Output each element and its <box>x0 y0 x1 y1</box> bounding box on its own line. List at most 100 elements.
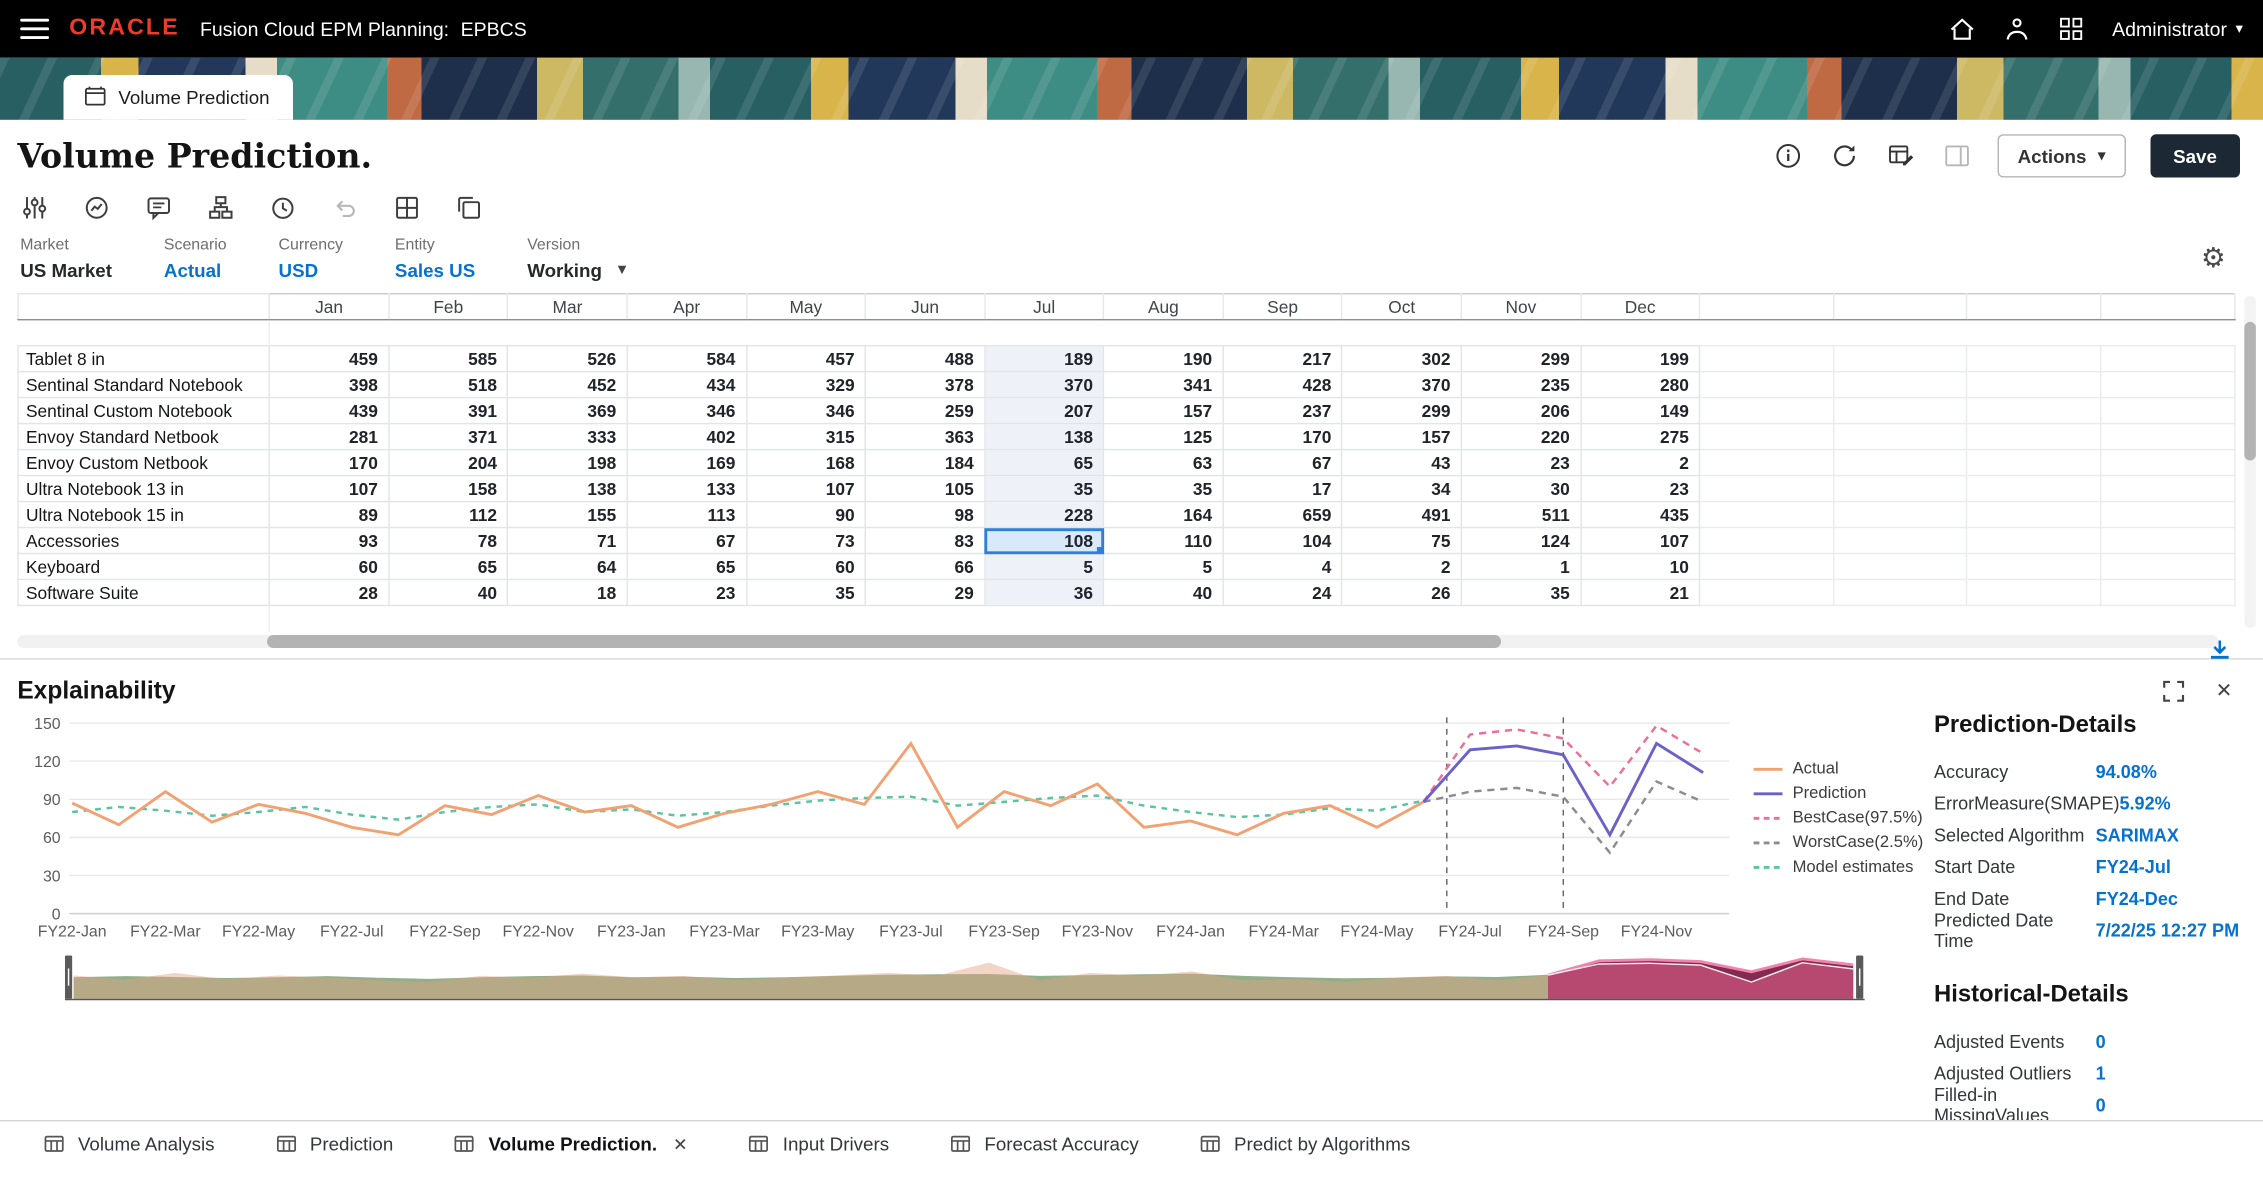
grid-cell[interactable]: 585 <box>387 344 509 373</box>
grid-cell[interactable]: 184 <box>864 448 986 477</box>
grid-cell[interactable]: 302 <box>1341 344 1463 373</box>
grid-cell[interactable]: 1 <box>1460 552 1582 581</box>
grid-cell[interactable]: 112 <box>387 500 509 529</box>
home-icon[interactable] <box>1948 14 1977 43</box>
grid-cell-empty[interactable] <box>2100 500 2236 529</box>
grid-cell[interactable]: 439 <box>268 396 390 425</box>
grid-cell[interactable]: 435 <box>1579 500 1701 529</box>
grid-cell[interactable]: 280 <box>1579 370 1701 399</box>
grid-cell-empty[interactable] <box>2100 370 2236 399</box>
bottom-tab-volume-analysis[interactable]: Volume Analysis <box>43 1133 215 1155</box>
grid-cell-empty[interactable] <box>1966 396 2102 425</box>
grid-cell-empty[interactable] <box>1832 370 1968 399</box>
grid-cell[interactable]: 36 <box>983 578 1105 607</box>
grid-cell[interactable]: 29 <box>864 578 986 607</box>
pov-scenario[interactable]: Scenario Actual <box>164 237 227 282</box>
grid-cell[interactable]: 398 <box>268 370 390 399</box>
row-header[interactable]: Software Suite <box>17 578 271 607</box>
grid-cell[interactable]: 457 <box>745 344 867 373</box>
grid-cell[interactable]: 40 <box>1103 578 1224 607</box>
grid-cell[interactable]: 60 <box>745 552 867 581</box>
grid-cell[interactable]: 65 <box>983 448 1105 477</box>
pov-currency[interactable]: Currency USD <box>279 237 343 282</box>
bottom-tab-volume-prediction[interactable]: Volume Prediction. ✕ <box>454 1133 688 1155</box>
grid-cell[interactable]: 89 <box>268 500 390 529</box>
grid-cell-empty[interactable] <box>1699 448 1835 477</box>
grid-cell[interactable]: 329 <box>745 370 867 399</box>
grid-cell[interactable]: 60 <box>268 552 390 581</box>
pov-entity[interactable]: Entity Sales US <box>395 237 475 282</box>
user-menu[interactable]: Administrator ▾ <box>2112 18 2243 40</box>
grid-cell[interactable]: 363 <box>864 422 986 451</box>
grid-cell[interactable]: 35 <box>1460 578 1582 607</box>
grid-cell-empty[interactable] <box>1832 396 1968 425</box>
grid-edit-icon[interactable] <box>1885 140 1917 172</box>
grid-cell[interactable]: 35 <box>1103 474 1224 503</box>
grid-cell-empty[interactable] <box>1832 578 1968 607</box>
grid-cell[interactable]: 71 <box>507 526 628 555</box>
grid-cell[interactable]: 98 <box>864 500 986 529</box>
grid-cell[interactable]: 198 <box>507 448 628 477</box>
grid-cell[interactable]: 78 <box>387 526 509 555</box>
bottom-tab-input-drivers[interactable]: Input Drivers <box>748 1133 889 1155</box>
grid-cell-empty[interactable] <box>2100 578 2236 607</box>
grid-cell[interactable]: 157 <box>1103 396 1224 425</box>
grid-cell-empty[interactable] <box>1699 578 1835 607</box>
grid-cell-empty[interactable] <box>1699 422 1835 451</box>
navigator-menu-button[interactable] <box>20 18 50 39</box>
grid-cell[interactable]: 584 <box>626 344 747 373</box>
grid-cell[interactable]: 259 <box>864 396 986 425</box>
grid-cell[interactable]: 23 <box>1460 448 1582 477</box>
grid-cell-empty[interactable] <box>1699 370 1835 399</box>
grid-cell[interactable]: 371 <box>387 422 509 451</box>
grid-cell[interactable]: 5 <box>1103 552 1224 581</box>
grid-cell[interactable]: 299 <box>1341 396 1463 425</box>
grid-cell[interactable]: 17 <box>1222 474 1343 503</box>
range-handle-left[interactable] <box>64 954 73 999</box>
grid-cell[interactable]: 434 <box>626 370 747 399</box>
grid-cell[interactable]: 40 <box>387 578 509 607</box>
refresh-icon[interactable] <box>1829 140 1861 172</box>
column-header-jul[interactable]: Jul <box>984 293 1105 321</box>
grid-cell-empty[interactable] <box>1966 370 2102 399</box>
grid-cell-empty[interactable] <box>1966 526 2102 555</box>
grid-cell[interactable]: 113 <box>626 500 747 529</box>
actions-button[interactable]: Actions ▾ <box>1997 134 2126 178</box>
tab-close-icon[interactable]: ✕ <box>672 1133 688 1154</box>
grid-cell[interactable]: 170 <box>268 448 390 477</box>
grid-cell-empty[interactable] <box>2100 448 2236 477</box>
grid-cell[interactable]: 64 <box>507 552 628 581</box>
grid-cell[interactable]: 228 <box>983 500 1105 529</box>
info-icon[interactable] <box>1772 140 1804 172</box>
grid-cell[interactable]: 4 <box>1222 552 1343 581</box>
grid-cell-empty[interactable] <box>1699 474 1835 503</box>
column-header-apr[interactable]: Apr <box>627 293 747 321</box>
grid-cell-empty[interactable] <box>1966 500 2102 529</box>
row-header[interactable]: Sentinal Standard Notebook <box>17 370 271 399</box>
grid-cell[interactable]: 10 <box>1579 552 1701 581</box>
pov-market[interactable]: Market US Market <box>20 237 112 282</box>
grid-cell-empty[interactable] <box>1966 344 2102 373</box>
bottom-tab-forecast-accuracy[interactable]: Forecast Accuracy <box>950 1133 1139 1155</box>
grid-cell[interactable]: 659 <box>1222 500 1343 529</box>
row-header[interactable]: Sentinal Custom Notebook <box>17 396 271 425</box>
sitemap-icon[interactable] <box>206 193 235 222</box>
grid-cell[interactable]: 125 <box>1103 422 1224 451</box>
pov-value[interactable]: Actual <box>163 259 222 282</box>
grid-cell[interactable]: 346 <box>745 396 867 425</box>
row-header[interactable]: Envoy Custom Netbook <box>17 448 271 477</box>
grid-cell[interactable]: 35 <box>983 474 1105 503</box>
grid-cell[interactable]: 164 <box>1103 500 1224 529</box>
grid-cell-empty[interactable] <box>2100 396 2236 425</box>
grid-cell-empty[interactable] <box>2100 422 2236 451</box>
grid-cell[interactable]: 155 <box>507 500 628 529</box>
grid-cell[interactable]: 73 <box>745 526 867 555</box>
sliders-icon[interactable] <box>20 193 49 222</box>
grid-cell[interactable]: 370 <box>1341 370 1463 399</box>
grid-cell[interactable]: 63 <box>1103 448 1224 477</box>
grid-cell[interactable]: 5 <box>983 552 1105 581</box>
gear-icon[interactable]: ⚙ <box>2200 243 2226 275</box>
legend-item-prediction[interactable]: Prediction <box>1752 784 1923 802</box>
close-icon[interactable]: ✕ <box>2211 678 2237 704</box>
grid-cell-empty[interactable] <box>1966 474 2102 503</box>
